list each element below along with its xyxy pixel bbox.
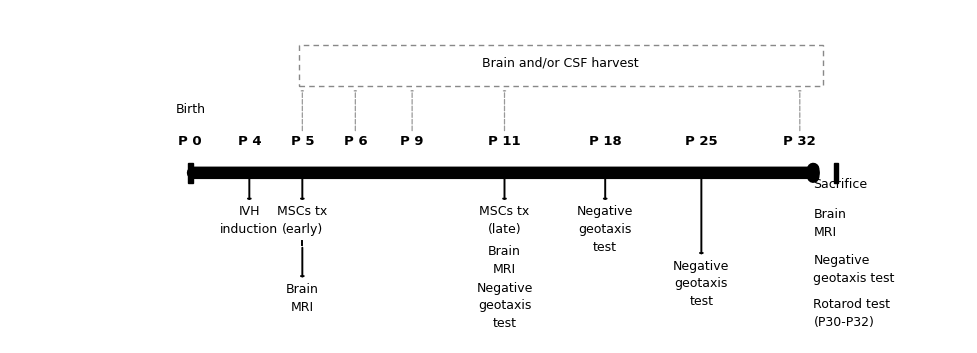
Text: (late): (late) bbox=[488, 223, 522, 236]
Text: Negative: Negative bbox=[814, 255, 870, 267]
Text: P 4: P 4 bbox=[237, 135, 261, 148]
Text: Brain: Brain bbox=[286, 283, 319, 296]
Text: test: test bbox=[492, 317, 517, 330]
Text: MRI: MRI bbox=[493, 263, 516, 276]
Text: Brain: Brain bbox=[488, 245, 521, 258]
Text: MRI: MRI bbox=[291, 301, 314, 313]
Text: P 9: P 9 bbox=[401, 135, 424, 148]
Text: Sacrifice: Sacrifice bbox=[814, 178, 868, 191]
Text: (P30-P32): (P30-P32) bbox=[814, 316, 874, 329]
Text: P 32: P 32 bbox=[784, 135, 816, 148]
Text: P 6: P 6 bbox=[344, 135, 367, 148]
Text: Negative: Negative bbox=[673, 260, 730, 273]
Bar bbox=[188, 162, 192, 183]
Text: MSCs tx: MSCs tx bbox=[277, 205, 327, 219]
Text: geotaxis: geotaxis bbox=[675, 277, 728, 291]
Text: P 0: P 0 bbox=[179, 135, 202, 148]
Text: Brain: Brain bbox=[814, 208, 846, 221]
Text: test: test bbox=[593, 241, 617, 254]
Text: test: test bbox=[690, 295, 713, 308]
Text: Brain and/or CSF harvest: Brain and/or CSF harvest bbox=[483, 56, 639, 69]
Text: Rotarod test: Rotarod test bbox=[814, 298, 890, 311]
Text: Negative: Negative bbox=[577, 205, 633, 219]
Text: geotaxis: geotaxis bbox=[478, 299, 531, 312]
Text: Birth: Birth bbox=[175, 103, 205, 116]
Bar bbox=[834, 162, 838, 183]
Text: IVH: IVH bbox=[238, 205, 260, 219]
Text: P 11: P 11 bbox=[488, 135, 521, 148]
Text: P 25: P 25 bbox=[685, 135, 718, 148]
Text: geotaxis: geotaxis bbox=[578, 223, 632, 236]
Text: P 18: P 18 bbox=[589, 135, 621, 148]
Text: MSCs tx: MSCs tx bbox=[480, 205, 530, 219]
Text: (early): (early) bbox=[281, 223, 323, 236]
Text: Negative: Negative bbox=[477, 282, 532, 294]
Text: induction: induction bbox=[220, 223, 278, 236]
Text: geotaxis test: geotaxis test bbox=[814, 272, 895, 285]
Text: MRI: MRI bbox=[814, 226, 836, 239]
Text: P 5: P 5 bbox=[290, 135, 314, 148]
